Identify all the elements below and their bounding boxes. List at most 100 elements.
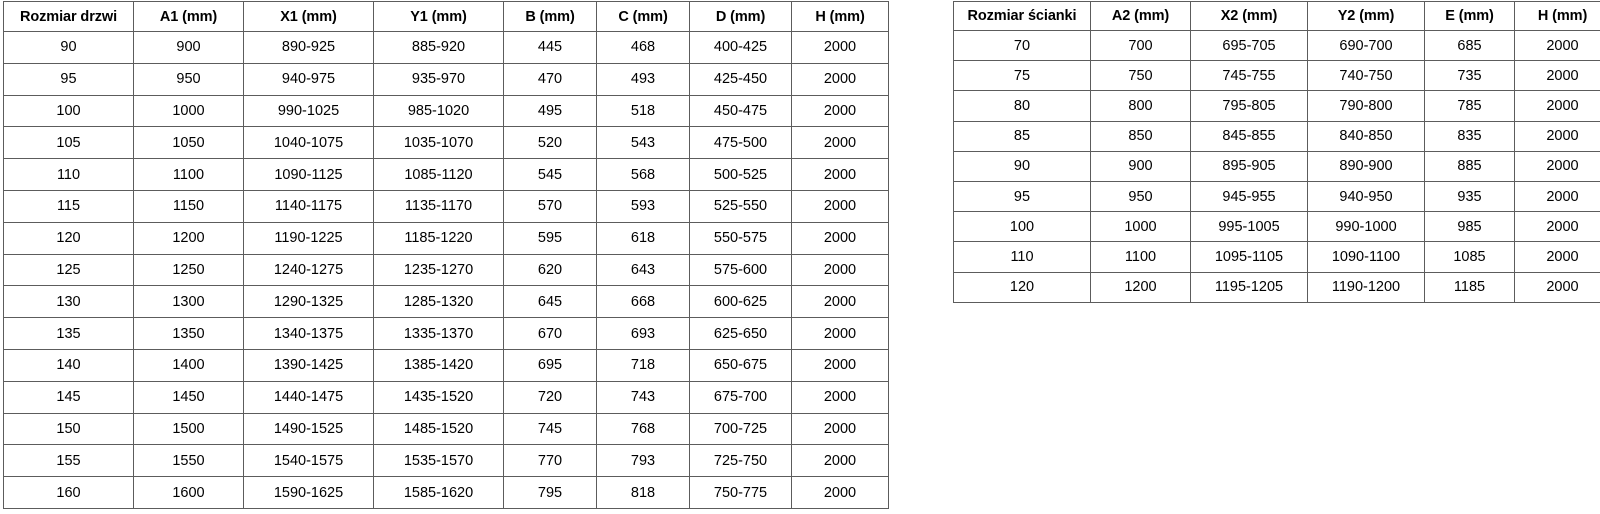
table-cell: 1090-1125: [243, 158, 374, 191]
door-table-body: 90 900 890-925 885-920 445 468 400-425 2000 95 95…: [3, 31, 889, 509]
table-cell: 85: [953, 120, 1091, 152]
table-row: 125 1250 1240-1275 1235-1270 620 643 575-600 20…: [3, 253, 889, 287]
table-cell: 900: [1090, 150, 1191, 182]
table-cell: 1290-1325: [243, 285, 374, 319]
table-cell: 720: [503, 380, 597, 414]
table-cell: 900: [133, 31, 244, 64]
table-cell: 743: [596, 380, 690, 414]
column-header-doors-6: D (mm): [689, 1, 792, 32]
table-cell: 140: [3, 348, 134, 382]
table-cell: 575-600: [689, 253, 792, 287]
table-row: 135 1350 1340-1375 1335-1370 670 693 625-650 20…: [3, 317, 889, 350]
table-row: 100 1000 995-1005 990-1000 985 2000: [953, 211, 1600, 243]
table-row: 95 950 945-955 940-950 935 2000: [953, 180, 1600, 213]
table-cell: 518: [596, 94, 690, 128]
table-cell: 595: [503, 221, 597, 255]
table-cell: 2000: [791, 62, 889, 96]
table-cell: 1185: [1424, 271, 1515, 303]
table-cell: 2000: [1514, 29, 1600, 62]
table-cell: 1000: [1090, 211, 1191, 243]
table-cell: 570: [503, 189, 597, 223]
table-cell: 1485-1520: [373, 412, 504, 446]
table-cell: 935: [1424, 180, 1515, 213]
table-row: 155 1550 1540-1575 1535-1570 770 793 725-750 20…: [3, 444, 889, 478]
wall-table-header: Rozmiar ścianki A2 (mm) X2 (mm) Y2 (mm) E (m…: [953, 1, 1600, 31]
table-cell: 1285-1320: [373, 285, 504, 319]
table-row: 145 1450 1440-1475 1435-1520 720 743 675-700 20…: [3, 380, 889, 414]
table-cell: 1190-1200: [1307, 271, 1425, 303]
table-cell: 1090-1100: [1307, 241, 1425, 273]
table-cell: 120: [3, 221, 134, 255]
table-cell: 675-700: [689, 380, 792, 414]
table-cell: 135: [3, 317, 134, 350]
table-cell: 1235-1270: [373, 253, 504, 287]
table-cell: 885-920: [373, 31, 504, 64]
table-cell: 2000: [1514, 150, 1600, 182]
table-cell: 940-950: [1307, 180, 1425, 213]
table-cell: 450-475: [689, 94, 792, 128]
table-cell: 1490-1525: [243, 412, 374, 446]
table-cell: 940-975: [243, 62, 374, 96]
table-cell: 645: [503, 285, 597, 319]
table-cell: 818: [596, 476, 690, 509]
table-cell: 1500: [133, 412, 244, 446]
table-cell: 625-650: [689, 317, 792, 350]
table-cell: 845-855: [1190, 120, 1308, 152]
table-cell: 1085: [1424, 241, 1515, 273]
table-cell: 718: [596, 348, 690, 382]
table-cell: 745: [503, 412, 597, 446]
table-cell: 1035-1070: [373, 126, 504, 160]
table-row: 150 1500 1490-1525 1485-1520 745 768 700-725 20…: [3, 412, 889, 446]
column-header-doors-2: X1 (mm): [243, 1, 374, 32]
column-header-walls-0: Rozmiar ścianki: [953, 1, 1091, 31]
table-cell: 95: [3, 62, 134, 96]
table-cell: 1050: [133, 126, 244, 160]
table-cell: 520: [503, 126, 597, 160]
column-header-walls-5: H (mm): [1514, 1, 1600, 31]
table-header-row: Rozmiar ścianki A2 (mm) X2 (mm) Y2 (mm) E (m…: [953, 1, 1600, 31]
table-cell: 445: [503, 31, 597, 64]
table-cell: 145: [3, 380, 134, 414]
wall-size-dimension-table: Rozmiar ścianki A2 (mm) X2 (mm) Y2 (mm) E (m…: [953, 1, 1600, 303]
table-cell: 1040-1075: [243, 126, 374, 160]
table-cell: 618: [596, 221, 690, 255]
table-cell: 2000: [791, 126, 889, 160]
table-cell: 150: [3, 412, 134, 446]
table-cell: 1335-1370: [373, 317, 504, 350]
table-cell: 890-900: [1307, 150, 1425, 182]
table-cell: 693: [596, 317, 690, 350]
table-row: 110 1100 1090-1125 1085-1120 545 568 500-525 20…: [3, 158, 889, 191]
table-cell: 2000: [1514, 120, 1600, 152]
table-cell: 700: [1090, 29, 1191, 62]
table-row: 70 700 695-705 690-700 685 2000: [953, 29, 1600, 62]
table-cell: 80: [953, 90, 1091, 122]
table-cell: 785: [1424, 90, 1515, 122]
table-cell: 990-1000: [1307, 211, 1425, 243]
table-cell: 2000: [791, 412, 889, 446]
table-cell: 110: [3, 158, 134, 191]
table-row: 85 850 845-855 840-850 835 2000: [953, 120, 1600, 152]
table-cell: 1100: [1090, 241, 1191, 273]
table-row: 110 1100 1095-1105 1090-1100 1085 2000: [953, 241, 1600, 273]
table-cell: 1000: [133, 94, 244, 128]
table-cell: 1200: [133, 221, 244, 255]
column-header-walls-3: Y2 (mm): [1307, 1, 1425, 31]
table-cell: 1540-1575: [243, 444, 374, 478]
door-size-table-container: Rozmiar drzwi A1 (mm) X1 (mm) Y1 (mm) B (mm)…: [3, 1, 889, 509]
table-cell: 793: [596, 444, 690, 478]
table-cell: 115: [3, 189, 134, 223]
table-cell: 95: [953, 180, 1091, 213]
table-cell: 155: [3, 444, 134, 478]
column-header-doors-0: Rozmiar drzwi: [3, 1, 134, 32]
column-header-walls-4: E (mm): [1424, 1, 1515, 31]
table-cell: 1435-1520: [373, 380, 504, 414]
table-cell: 2000: [791, 476, 889, 509]
table-cell: 425-450: [689, 62, 792, 96]
table-cell: 2000: [791, 158, 889, 191]
table-cell: 885: [1424, 150, 1515, 182]
wall-table-body: 70 700 695-705 690-700 685 2000 75 750 745-755 74…: [953, 29, 1600, 303]
table-cell: 695: [503, 348, 597, 382]
table-cell: 745-755: [1190, 60, 1308, 92]
table-cell: 470: [503, 62, 597, 96]
table-cell: 1240-1275: [243, 253, 374, 287]
